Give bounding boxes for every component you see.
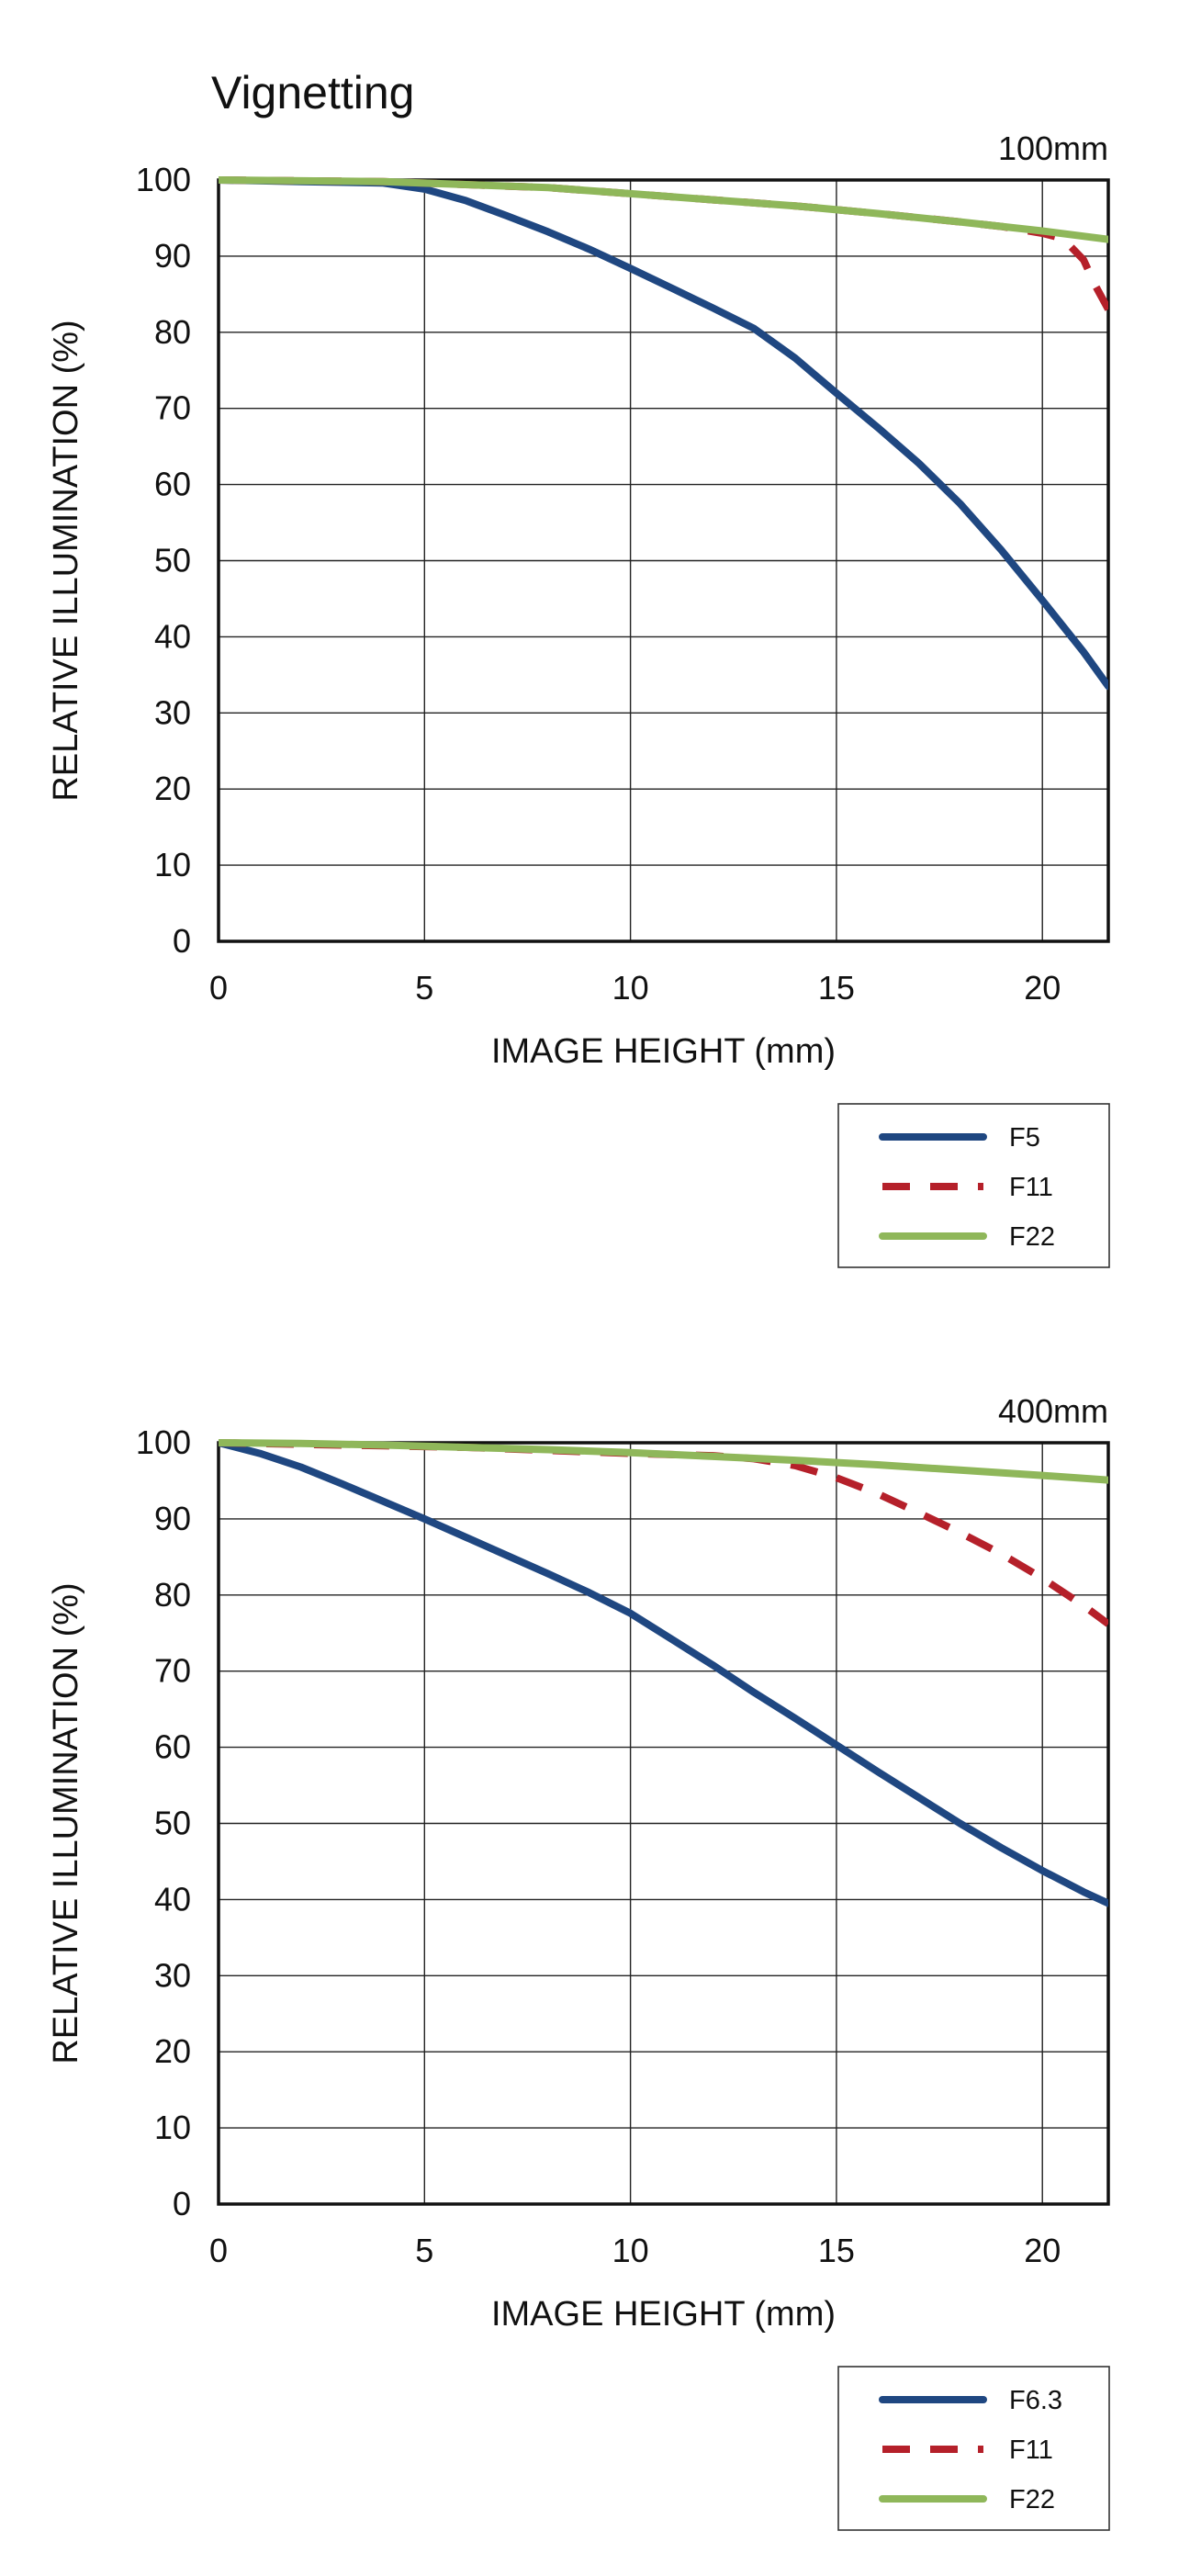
chart-400mm: 0 10 20 30 40 50 60 70 80 90 100 0 5 10 15 20 400mm IMAGE… [47, 1392, 1110, 2531]
legend-box [837, 2366, 1110, 2531]
y-tick-label: 30 [154, 1956, 191, 1994]
y-tick-label: 70 [154, 1652, 191, 1690]
legend-label: F11 [1009, 2435, 1053, 2465]
y-tick-label: 0 [173, 2185, 191, 2222]
legend-label: F22 [1009, 1222, 1055, 1252]
y-tick-label: 70 [154, 389, 191, 427]
y-tick-label: 20 [154, 2032, 191, 2070]
legend-label: F6.3 [1009, 2386, 1062, 2415]
x-tick-label: 0 [209, 969, 228, 1007]
x-tick-label: 20 [1024, 969, 1061, 1007]
focal-length-label: 100mm [998, 129, 1108, 167]
x-tick-label: 10 [612, 2232, 649, 2269]
x-axis-label: IMAGE HEIGHT (mm) [491, 1032, 836, 1071]
series-line-f22 [219, 1439, 1108, 1484]
x-axis-label: IMAGE HEIGHT (mm) [491, 2295, 836, 2334]
y-tick-label: 40 [154, 617, 191, 655]
x-tick-label: 20 [1024, 2232, 1061, 2269]
x-tick-label: 15 [818, 2232, 855, 2269]
y-tick-label: 100 [136, 1423, 191, 1461]
chart-100mm: 0 10 20 30 40 50 60 70 80 90 100 0 5 10 15 20 100mm IMAGE… [47, 129, 1110, 1268]
y-tick-label: 30 [154, 693, 191, 731]
y-axis-label: RELATIVE ILLUMINATION (%) [47, 1582, 85, 2064]
x-tick-label: 0 [209, 2232, 228, 2269]
y-tick-label: 90 [154, 1500, 191, 1537]
y-tick-label: 50 [154, 1805, 191, 1842]
series-line-f5 [219, 176, 1108, 691]
x-tick-label: 5 [415, 2232, 433, 2269]
y-tick-label: 10 [154, 846, 191, 883]
series-line-f6-3 [219, 1439, 1108, 1907]
y-tick-label: 60 [154, 1728, 191, 1766]
x-tick-label: 10 [612, 969, 649, 1007]
legend-label: F11 [1009, 1173, 1053, 1202]
y-tick-label: 20 [154, 770, 191, 807]
legend-box [837, 1103, 1110, 1268]
series-line-f22 [219, 176, 1108, 243]
series-line-f11 [219, 1439, 1108, 1627]
focal-length-label: 400mm [998, 1392, 1108, 1430]
y-tick-label: 50 [154, 542, 191, 579]
y-tick-label: 80 [154, 1576, 191, 1614]
plot-frame [217, 1441, 1110, 2206]
y-tick-label: 100 [136, 161, 191, 198]
y-tick-label: 40 [154, 1880, 191, 1918]
y-tick-label: 60 [154, 466, 191, 503]
y-axis-label: RELATIVE ILLUMINATION (%) [47, 320, 85, 801]
page-title: Vignetting [211, 67, 414, 118]
y-tick-label: 0 [173, 922, 191, 960]
series-line-f11 [219, 176, 1108, 311]
y-tick-label: 10 [154, 2109, 191, 2146]
plot-frame [217, 178, 1110, 943]
legend-label: F5 [1009, 1123, 1040, 1153]
y-tick-label: 90 [154, 237, 191, 275]
x-tick-label: 15 [818, 969, 855, 1007]
y-tick-label: 80 [154, 313, 191, 351]
legend-label: F22 [1009, 2485, 1055, 2514]
x-tick-label: 5 [415, 969, 433, 1007]
